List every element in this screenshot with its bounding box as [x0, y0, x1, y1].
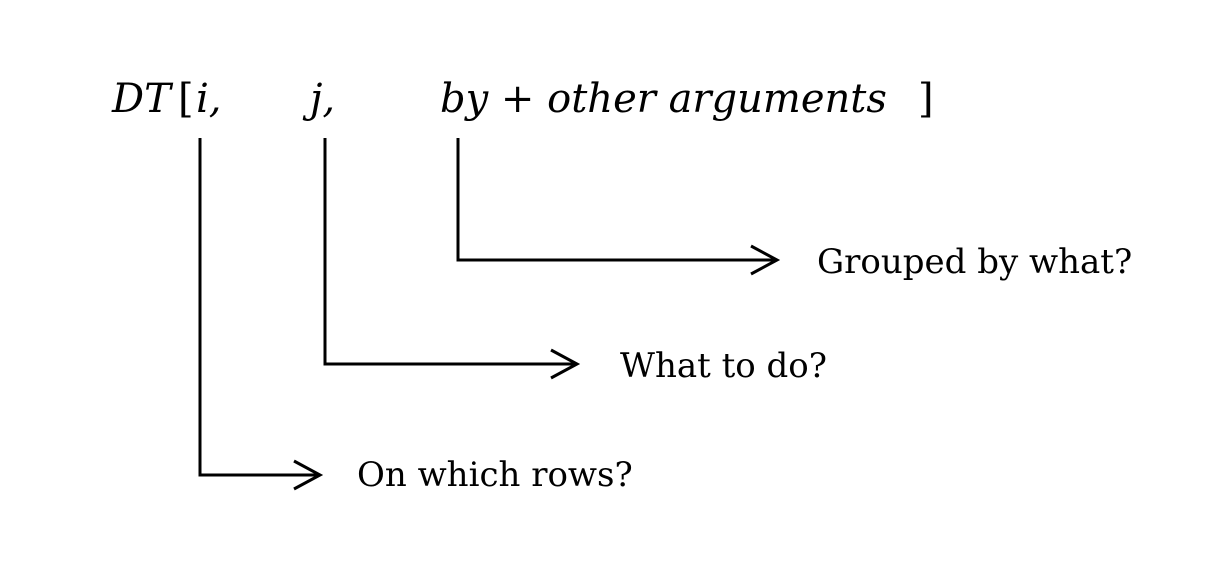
expr-j: j,: [302, 76, 335, 122]
label-grouped-by-what: Grouped by what?: [817, 242, 1132, 282]
expr-dt: DT: [111, 76, 174, 122]
connector-i: [198, 138, 324, 491]
arrow-head-i-icon: [293, 459, 324, 491]
expr-close-bracket: ]: [918, 76, 934, 122]
expr-open-bracket: [: [178, 76, 194, 122]
label-on-which-rows: On which rows?: [357, 455, 633, 495]
label-what-to-do: What to do?: [620, 346, 827, 386]
arrow-head-by-icon: [750, 244, 781, 276]
connector-by: [456, 138, 781, 276]
connector-i-line: [198, 138, 318, 477]
expr-i: i,: [196, 76, 222, 122]
arrow-head-j-icon: [550, 348, 581, 380]
connector-by-line: [456, 138, 775, 262]
expr-by-other-arguments: by + other arguments: [440, 76, 887, 122]
connector-j-line: [323, 138, 575, 366]
connector-j: [323, 138, 581, 380]
